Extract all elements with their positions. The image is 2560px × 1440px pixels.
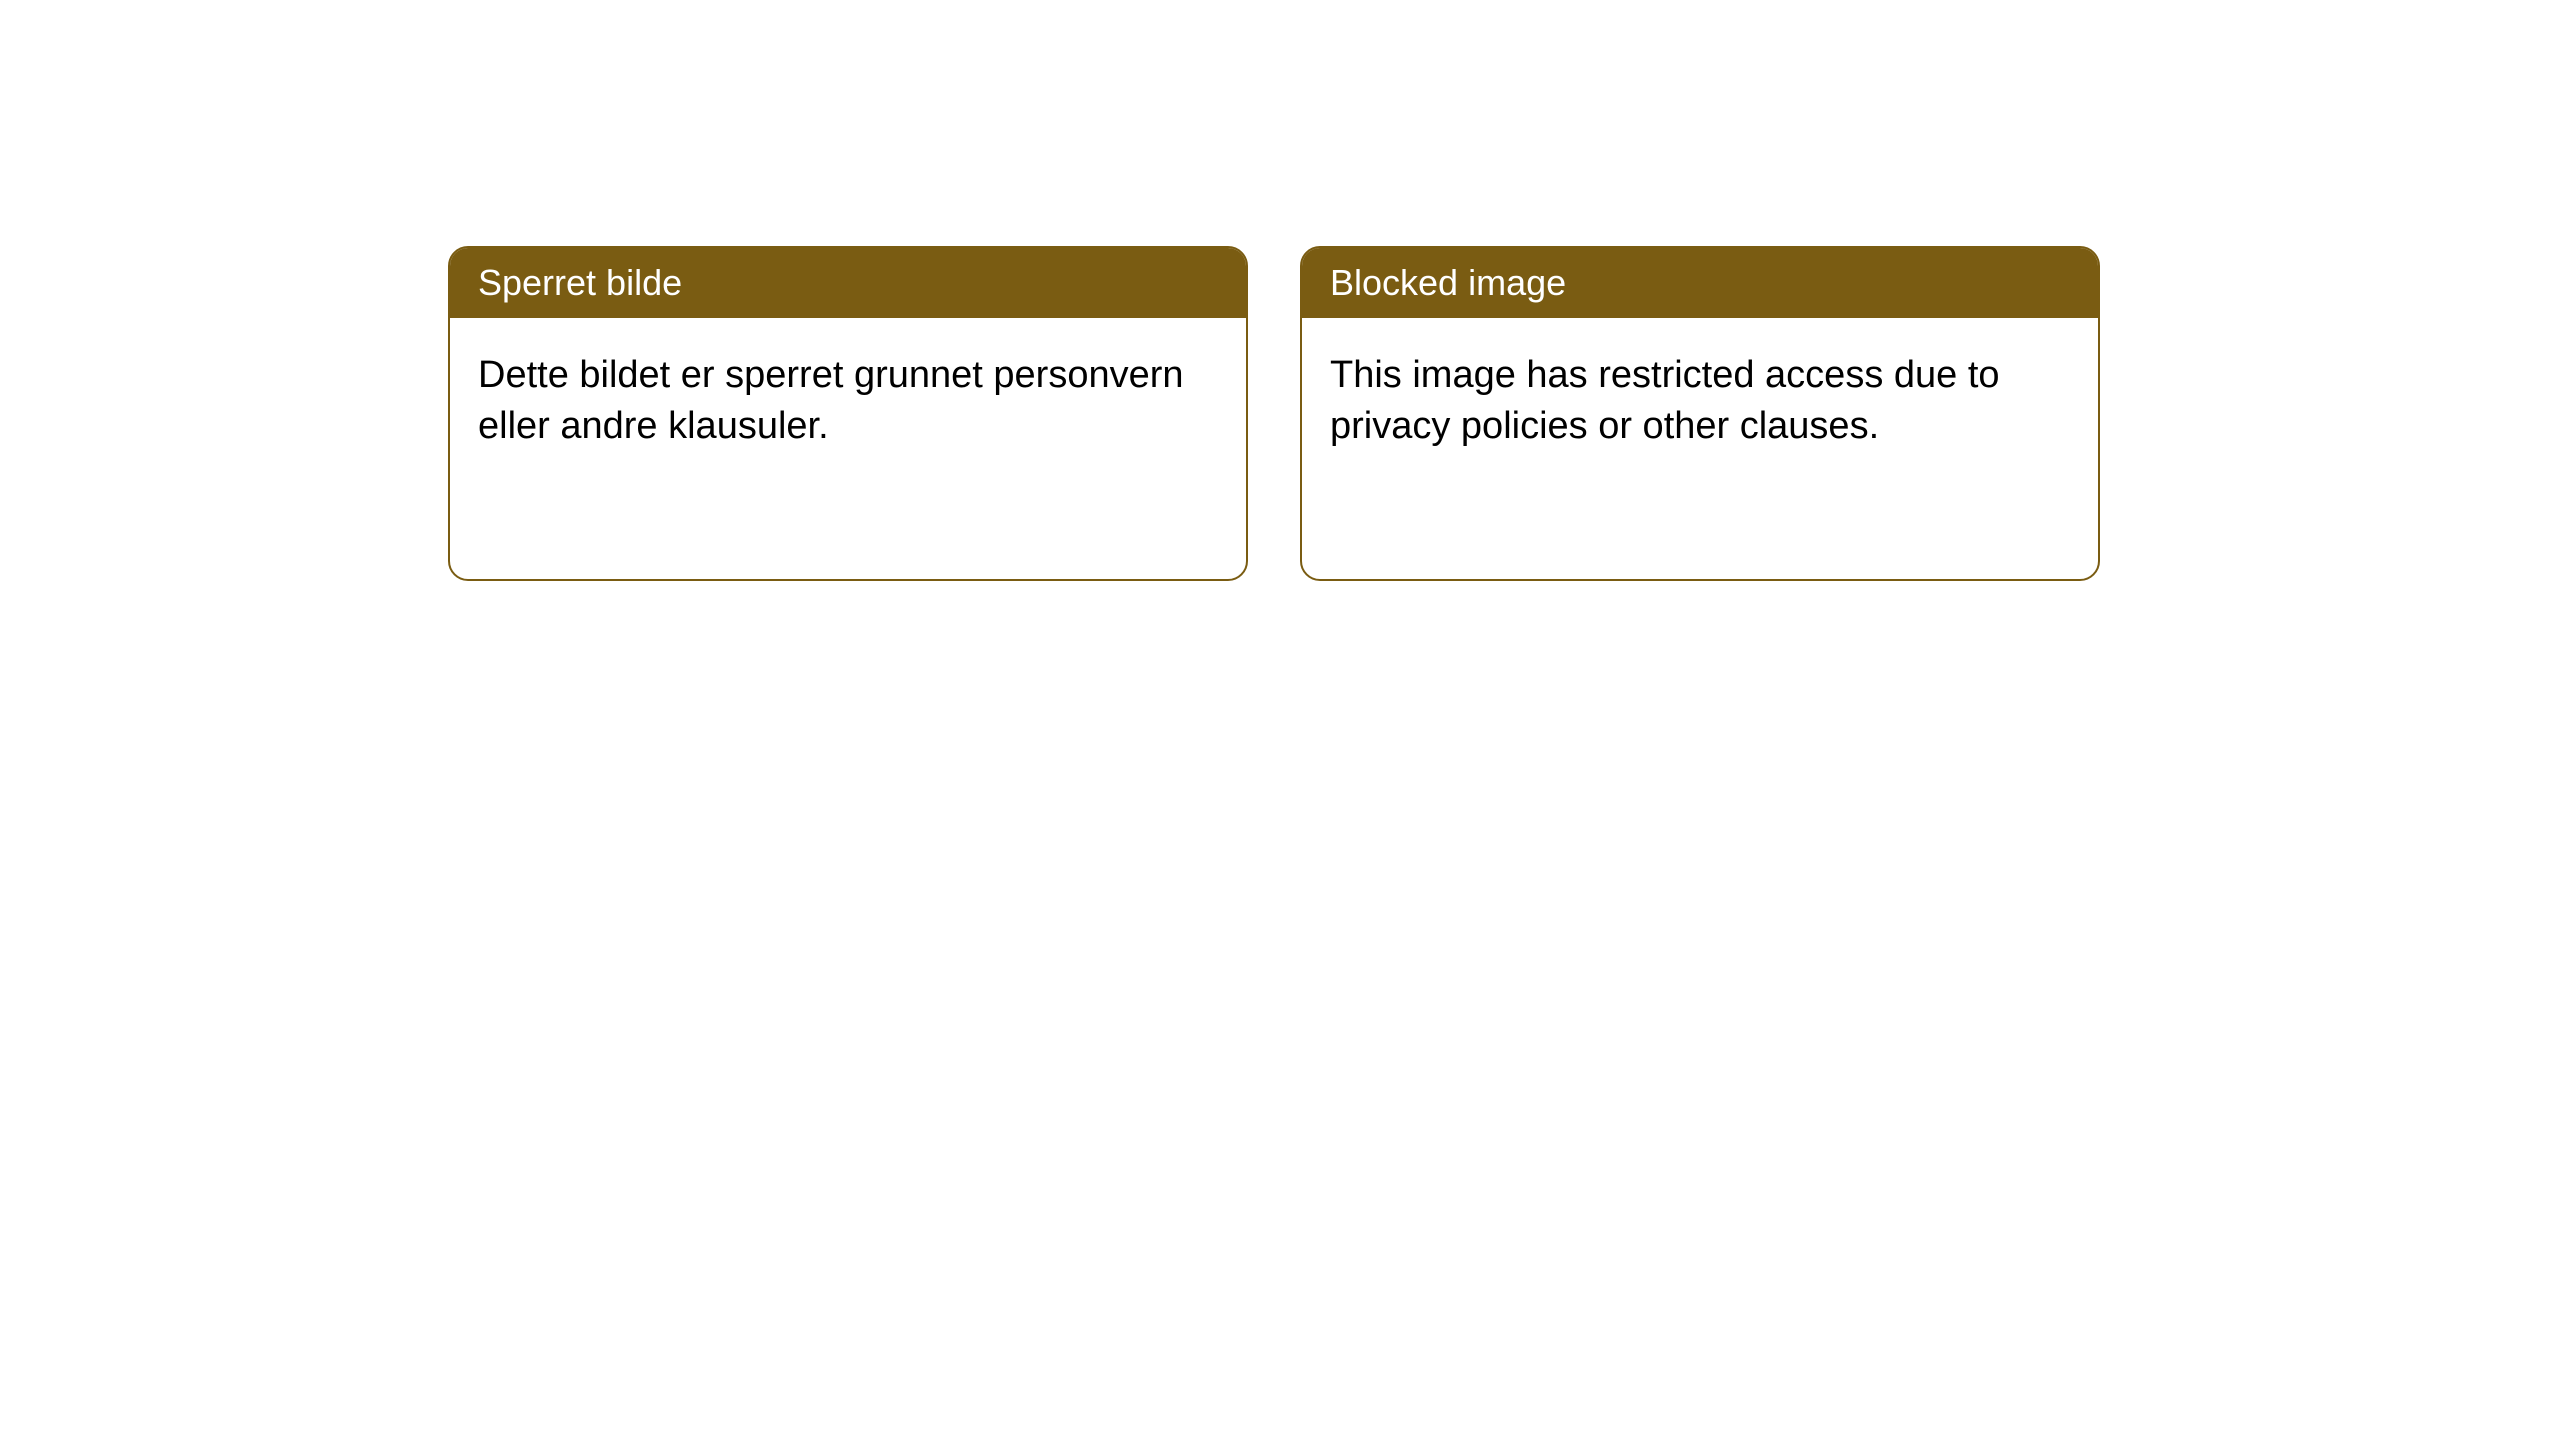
card-header: Sperret bilde [450, 248, 1246, 318]
card-header-text: Sperret bilde [478, 262, 682, 303]
card-header: Blocked image [1302, 248, 2098, 318]
card-body-text: This image has restricted access due to … [1330, 354, 2000, 447]
notice-card-norwegian: Sperret bilde Dette bildet er sperret gr… [448, 246, 1248, 581]
notice-cards-container: Sperret bilde Dette bildet er sperret gr… [448, 246, 2100, 581]
notice-card-english: Blocked image This image has restricted … [1300, 246, 2100, 581]
card-body-text: Dette bildet er sperret grunnet personve… [478, 354, 1184, 447]
card-body: Dette bildet er sperret grunnet personve… [450, 318, 1246, 485]
card-header-text: Blocked image [1330, 262, 1566, 303]
card-body: This image has restricted access due to … [1302, 318, 2098, 485]
